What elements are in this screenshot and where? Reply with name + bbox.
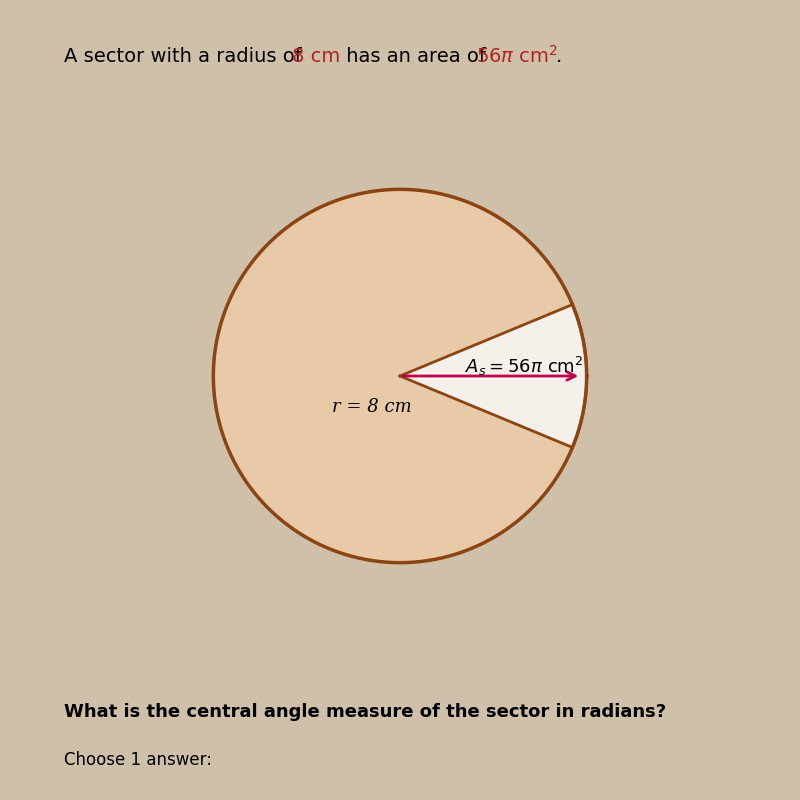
Text: $56\pi\ \mathrm{cm}^2$: $56\pi\ \mathrm{cm}^2$ xyxy=(476,45,558,67)
Text: What is the central angle measure of the sector in radians?: What is the central angle measure of the… xyxy=(64,703,666,721)
Text: $A_s = 56\pi\ \mathrm{cm}^2$: $A_s = 56\pi\ \mathrm{cm}^2$ xyxy=(466,355,584,378)
Text: Choose 1 answer:: Choose 1 answer: xyxy=(64,751,212,769)
Text: 8 cm: 8 cm xyxy=(292,46,340,66)
Text: .: . xyxy=(556,46,562,66)
Text: A sector with a radius of: A sector with a radius of xyxy=(64,46,308,66)
Text: r = 8 cm: r = 8 cm xyxy=(332,398,412,416)
Polygon shape xyxy=(400,305,586,447)
Text: has an area of: has an area of xyxy=(340,46,492,66)
Polygon shape xyxy=(214,190,586,562)
